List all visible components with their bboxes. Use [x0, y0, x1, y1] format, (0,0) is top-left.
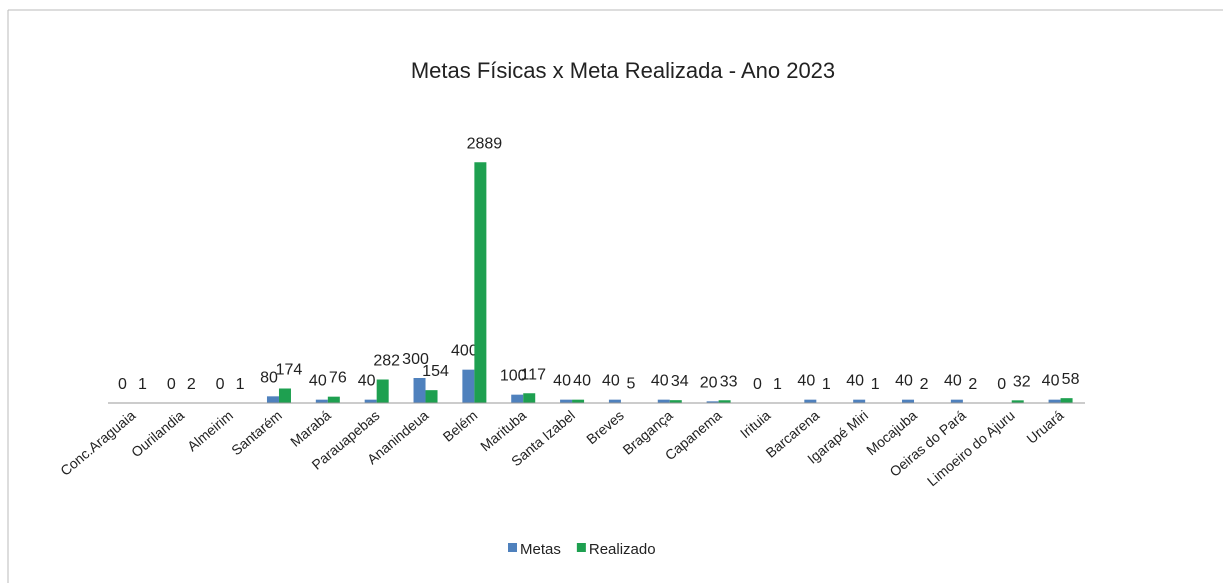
data-label: 0	[118, 376, 127, 393]
x-tick-label: Marabá	[287, 407, 334, 450]
bar	[706, 401, 719, 403]
chart-title: Metas Físicas x Meta Realizada - Ano 202…	[411, 58, 835, 83]
data-label: 32	[1013, 373, 1031, 390]
data-label: 0	[216, 376, 225, 393]
data-label: 0	[997, 376, 1006, 393]
data-label: 40	[797, 373, 815, 390]
bar	[364, 399, 377, 403]
data-label: 80	[260, 369, 278, 386]
bar	[950, 399, 963, 403]
x-tick-label: Santarém	[228, 407, 285, 458]
bar	[1060, 398, 1073, 403]
x-tick-label: Uruará	[1023, 407, 1066, 447]
bar	[853, 399, 866, 403]
legend-swatch	[576, 543, 586, 552]
data-label: 2	[968, 376, 977, 393]
data-label: 40	[846, 373, 864, 390]
data-label: 1	[236, 376, 245, 393]
data-label: 34	[671, 373, 689, 390]
bar	[804, 399, 817, 403]
data-label: 1	[822, 376, 831, 393]
bar	[1048, 399, 1061, 403]
data-label: 76	[329, 370, 347, 387]
data-label: 174	[276, 362, 303, 379]
data-label: 40	[573, 373, 591, 390]
data-label: 2889	[467, 135, 503, 152]
bar	[376, 379, 389, 403]
data-label: 154	[422, 363, 449, 380]
bar	[560, 399, 573, 403]
data-label: 2	[187, 376, 196, 393]
bar	[669, 400, 682, 403]
bar	[1011, 400, 1024, 403]
bar	[413, 378, 426, 403]
data-label: 1	[138, 376, 147, 393]
data-label: 40	[651, 373, 669, 390]
data-label: 282	[373, 353, 400, 370]
data-label: 100	[500, 368, 527, 385]
data-label: 0	[167, 376, 176, 393]
data-label: 2	[920, 376, 929, 393]
data-label: 40	[309, 373, 327, 390]
x-tick-label: Breves	[583, 407, 627, 447]
data-label: 33	[720, 373, 738, 390]
bar	[266, 396, 279, 403]
x-tick-label: Irituia	[737, 407, 774, 441]
data-label: 40	[944, 373, 962, 390]
bar	[608, 399, 621, 403]
data-label: 40	[895, 373, 913, 390]
data-label: 5	[626, 376, 635, 393]
bar	[278, 388, 291, 403]
data-label: 40	[553, 373, 571, 390]
bar	[902, 399, 915, 403]
bar	[315, 399, 328, 403]
bar	[718, 400, 731, 403]
data-label: 117	[520, 366, 546, 383]
bar	[474, 162, 487, 403]
data-label: 40	[1042, 373, 1060, 390]
legend-label: Realizado	[589, 541, 656, 558]
data-label: 20	[700, 374, 718, 391]
x-tick-label: Conc.Araguaia	[57, 407, 138, 479]
x-tick-label: Belém	[440, 407, 481, 445]
data-label: 58	[1062, 371, 1080, 388]
bar	[523, 393, 536, 403]
legend-swatch	[508, 543, 517, 552]
x-tick-label: Ourilandia	[128, 407, 187, 460]
data-label: 1	[773, 376, 782, 393]
data-label: 1	[871, 376, 880, 393]
bar	[425, 390, 438, 403]
bar	[657, 399, 670, 403]
bar	[572, 399, 585, 403]
bar	[327, 396, 340, 403]
data-label: 400	[451, 343, 478, 360]
bar	[511, 394, 524, 403]
data-label: 0	[753, 376, 762, 393]
legend-label: Metas	[520, 541, 561, 558]
x-tick-label: Limoeiro do Ajuru	[924, 407, 1018, 489]
data-label: 300	[402, 351, 429, 368]
bar	[462, 369, 475, 403]
data-label: 40	[602, 373, 620, 390]
data-label: 40	[358, 373, 376, 390]
